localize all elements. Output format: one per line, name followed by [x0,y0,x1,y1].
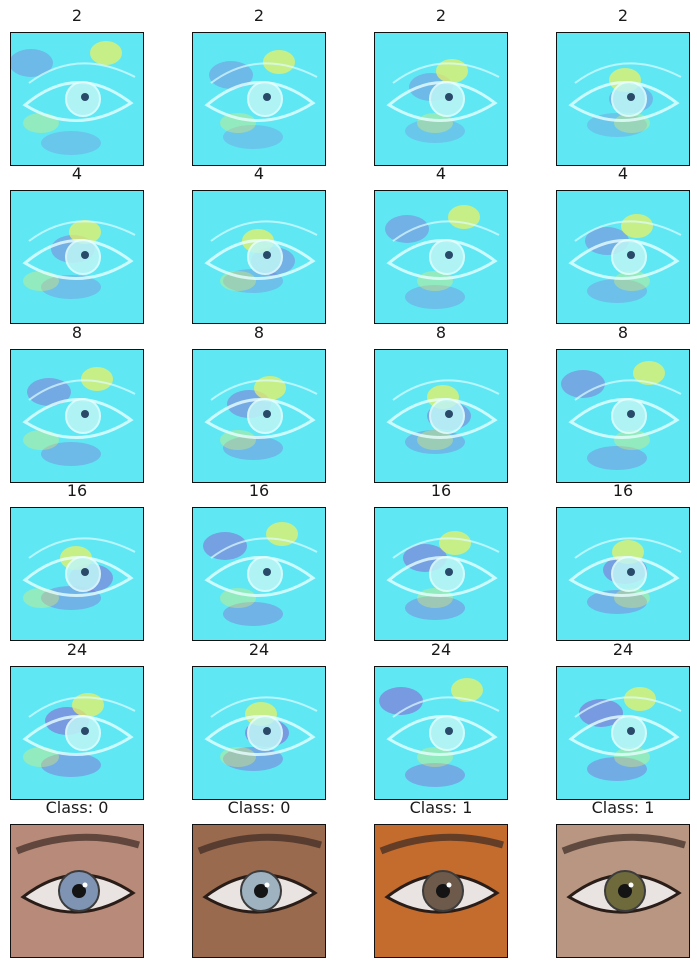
heatmap-eye-image [193,191,325,323]
panel-image [374,507,508,641]
panel-image [556,666,690,800]
attribution-panel: 4 [374,164,508,324]
panel-title: 2 [435,6,447,25]
eye-image [193,825,325,957]
heatmap-eye-image [193,508,325,640]
heatmap-eye-image [375,350,507,482]
heatmap-eye-image [11,33,143,165]
heatmap-eye-image [557,33,689,165]
panel-title: 24 [66,640,88,659]
heatmap-eye-image [375,508,507,640]
attribution-panel: 4 [10,164,144,324]
heatmap-eye-image [557,350,689,482]
panel-title: 4 [435,164,447,183]
attribution-panel: 4 [192,164,326,324]
panel-title: 8 [435,323,447,342]
attribution-panel: 8 [192,323,326,483]
panel-title: 2 [617,6,629,25]
panel-image [556,32,690,166]
heatmap-eye-image [375,33,507,165]
panel-title: 24 [430,640,452,659]
heatmap-eye-image [557,667,689,799]
panel-title: 8 [253,323,265,342]
panel-title: Class: 0 [45,798,109,817]
panel-image [10,666,144,800]
heatmap-eye-image [557,508,689,640]
eye-image [375,825,507,957]
attribution-panel: 24 [192,640,326,800]
panel-image [10,190,144,324]
attribution-panel: 24 [10,640,144,800]
heatmap-eye-image [11,667,143,799]
attribution-panel: 16 [10,481,144,641]
panel-image [556,507,690,641]
panel-title: 16 [612,481,634,500]
panel-image [192,666,326,800]
attribution-panel: 8 [374,323,508,483]
eye-image [557,825,689,957]
attribution-panel: 4 [556,164,690,324]
heatmap-eye-image [11,191,143,323]
heatmap-eye-image [375,191,507,323]
heatmap-eye-image [193,350,325,482]
panel-image [10,349,144,483]
panel-title: 2 [253,6,265,25]
panel-title: 16 [430,481,452,500]
panel-title: 8 [617,323,629,342]
panel-image [556,349,690,483]
panel-title: Class: 0 [227,798,291,817]
attribution-panel: 8 [556,323,690,483]
panel-title: 8 [71,323,83,342]
panel-image [192,32,326,166]
panel-image [192,349,326,483]
panel-image [10,824,144,958]
heatmap-eye-image [11,350,143,482]
eye-photo-panel: Class: 0 [10,798,144,958]
panel-image [374,32,508,166]
panel-image [192,190,326,324]
attribution-panel: 2 [192,6,326,166]
panel-image [556,190,690,324]
heatmap-eye-image [11,508,143,640]
eye-photo-panel: Class: 1 [556,798,690,958]
panel-title: 4 [71,164,83,183]
attribution-panel: 24 [556,640,690,800]
panel-title: 24 [248,640,270,659]
panel-image [192,824,326,958]
attribution-panel: 8 [10,323,144,483]
panel-image [556,824,690,958]
panel-image [10,507,144,641]
panel-title: 2 [71,6,83,25]
heatmap-eye-image [193,667,325,799]
panel-title: Class: 1 [409,798,473,817]
panel-title: 24 [612,640,634,659]
eye-image [11,825,143,957]
attribution-panel: 2 [10,6,144,166]
heatmap-eye-image [193,33,325,165]
attribution-panel: 16 [556,481,690,641]
attribution-panel: 16 [374,481,508,641]
panel-image [374,824,508,958]
eye-photo-panel: Class: 0 [192,798,326,958]
panel-image [10,32,144,166]
panel-title: 4 [617,164,629,183]
panel-title: 16 [66,481,88,500]
heatmap-eye-image [557,191,689,323]
panel-title: Class: 1 [591,798,655,817]
panel-image [374,190,508,324]
panel-image [192,507,326,641]
attribution-panel: 16 [192,481,326,641]
eye-photo-panel: Class: 1 [374,798,508,958]
attribution-panel: 24 [374,640,508,800]
panel-title: 4 [253,164,265,183]
panel-title: 16 [248,481,270,500]
attribution-panel: 2 [556,6,690,166]
attribution-panel: 2 [374,6,508,166]
heatmap-eye-image [375,667,507,799]
panel-image [374,349,508,483]
panel-image [374,666,508,800]
